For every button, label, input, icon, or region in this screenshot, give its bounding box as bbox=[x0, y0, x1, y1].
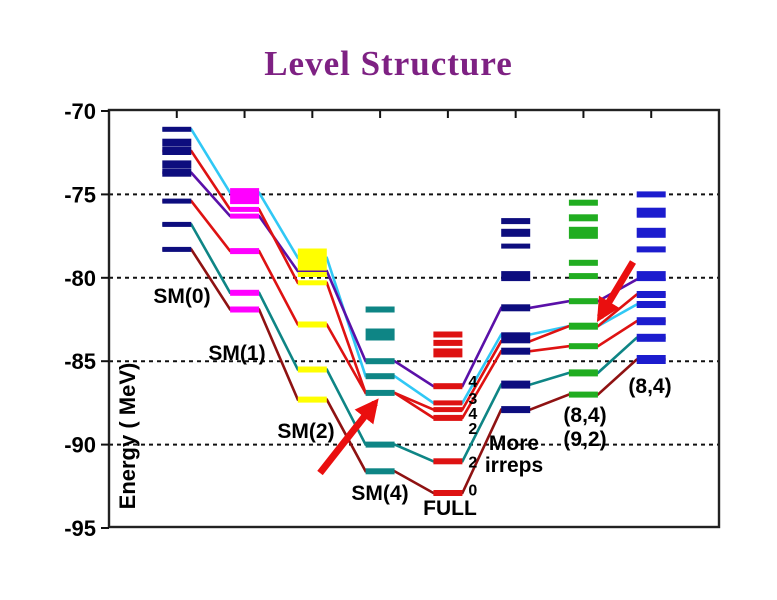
level-bar-SM4 bbox=[365, 306, 395, 313]
level-bar-SM0 bbox=[162, 160, 192, 169]
level-bar-IRREPS_84 bbox=[636, 317, 666, 326]
level-bar-SM2 bbox=[297, 280, 327, 286]
level-bar-SM0 bbox=[162, 246, 192, 252]
level-bar-IRREPS_84_92 bbox=[568, 199, 598, 206]
column-label-MORE: irreps bbox=[485, 454, 543, 477]
column-label-SM4: SM(4) bbox=[351, 482, 408, 505]
annotation-arrow bbox=[596, 260, 637, 323]
level-bar-SM1 bbox=[230, 289, 260, 296]
level-bar-SM0 bbox=[162, 126, 192, 132]
spin-label-FULL: 0 bbox=[468, 483, 477, 500]
column-label-SM1: SM(1) bbox=[208, 342, 265, 365]
y-tick-label: -70 bbox=[64, 99, 96, 124]
column-label-FULL: FULL bbox=[423, 497, 477, 520]
level-bar-FULL bbox=[433, 407, 463, 413]
level-bar-MORE bbox=[501, 243, 531, 249]
spin-label-FULL: 2 bbox=[468, 421, 477, 438]
level-bar-IRREPS_84 bbox=[636, 301, 666, 308]
level-bar-IRREPS_84 bbox=[636, 227, 666, 238]
level-bar-IRREPS_84_92 bbox=[568, 322, 598, 330]
level-bar-IRREPS_84 bbox=[636, 207, 666, 218]
level-bar-IRREPS_84_92 bbox=[568, 214, 598, 222]
level-bar-SM1 bbox=[230, 248, 260, 255]
level-bar-SM2 bbox=[297, 396, 327, 403]
spin-label-FULL: 4 bbox=[468, 374, 477, 391]
level-bar-FULL bbox=[433, 339, 463, 346]
column-label-IRREPS_84_92: (8,4) bbox=[563, 404, 606, 427]
annotation-arrow bbox=[317, 398, 379, 476]
y-tick-label: -75 bbox=[64, 182, 96, 207]
level-bar-MORE bbox=[501, 271, 531, 282]
level-bar-MORE bbox=[501, 332, 531, 344]
level-bar-FULL bbox=[433, 348, 463, 358]
chart-title: Level Structure bbox=[264, 44, 513, 83]
level-bar-FULL bbox=[433, 383, 463, 390]
level-bar-SM0 bbox=[162, 198, 192, 204]
level-bar-IRREPS_84 bbox=[636, 246, 666, 253]
level-bar-FULL bbox=[433, 400, 463, 406]
level-bar-IRREPS_84 bbox=[636, 355, 666, 364]
column-label-IRREPS_84: (8,4) bbox=[628, 375, 671, 398]
level-bar-FULL bbox=[433, 331, 463, 338]
level-bar-IRREPS_84_92 bbox=[568, 298, 598, 305]
level-bar-SM0 bbox=[162, 168, 192, 177]
level-bar-SM1 bbox=[230, 206, 260, 212]
level-bar-SM0 bbox=[162, 221, 192, 227]
level-bar-IRREPS_84_92 bbox=[568, 226, 598, 239]
spin-label-FULL: 3 bbox=[468, 391, 477, 408]
column-label-IRREPS_84_92: (9,2) bbox=[563, 428, 606, 451]
level-bar-SM4 bbox=[365, 441, 395, 448]
level-bar-IRREPS_84_92 bbox=[568, 259, 598, 266]
level-bar-SM0 bbox=[162, 138, 192, 147]
level-bar-IRREPS_84_92 bbox=[568, 369, 598, 377]
level-bar-SM2 bbox=[297, 366, 327, 373]
level-bar-MORE bbox=[501, 380, 531, 389]
level-bar-SM2 bbox=[297, 248, 327, 271]
spin-label-FULL: 4 bbox=[468, 406, 477, 423]
level-bar-SM4 bbox=[365, 373, 395, 380]
level-bar-FULL bbox=[433, 490, 463, 496]
level-bar-IRREPS_84_92 bbox=[568, 273, 598, 280]
column-label-MORE: More bbox=[489, 432, 539, 455]
spin-label-FULL: 2 bbox=[468, 454, 477, 471]
level-bar-MORE bbox=[501, 347, 531, 355]
level-bar-SM0 bbox=[162, 147, 192, 155]
level-bar-IRREPS_84 bbox=[636, 271, 666, 282]
y-tick-label: -95 bbox=[64, 516, 96, 541]
level-bar-SM4 bbox=[365, 328, 395, 341]
column-label-SM0: SM(0) bbox=[153, 285, 210, 308]
plot-border bbox=[107, 108, 721, 529]
level-bar-IRREPS_84 bbox=[636, 291, 666, 298]
y-axis-title: Energy ( MeV) bbox=[115, 363, 140, 510]
level-bar-MORE bbox=[501, 406, 531, 414]
level-bar-SM1 bbox=[230, 213, 260, 219]
level-bar-FULL bbox=[433, 458, 463, 465]
level-bar-SM2 bbox=[297, 321, 327, 328]
level-bar-IRREPS_84_92 bbox=[568, 343, 598, 350]
level-bar-SM4 bbox=[365, 468, 395, 475]
y-tick-label: -90 bbox=[64, 433, 96, 458]
level-bar-MORE bbox=[501, 228, 531, 237]
y-tick-label: -85 bbox=[64, 349, 96, 374]
level-bar-FULL bbox=[433, 414, 463, 421]
y-tick-label: -80 bbox=[64, 266, 96, 291]
level-bar-SM4 bbox=[365, 358, 395, 365]
level-bar-MORE bbox=[501, 304, 531, 312]
level-bar-SM1 bbox=[230, 188, 260, 205]
level-bar-SM1 bbox=[230, 306, 260, 313]
level-bar-SM4 bbox=[365, 389, 395, 396]
level-bar-IRREPS_84_92 bbox=[568, 391, 598, 398]
level-bar-IRREPS_84 bbox=[636, 333, 666, 342]
column-label-SM2: SM(2) bbox=[277, 420, 334, 443]
level-bar-SM2 bbox=[297, 272, 327, 277]
level-bar-MORE bbox=[501, 218, 531, 225]
level-bar-IRREPS_84 bbox=[636, 191, 666, 198]
